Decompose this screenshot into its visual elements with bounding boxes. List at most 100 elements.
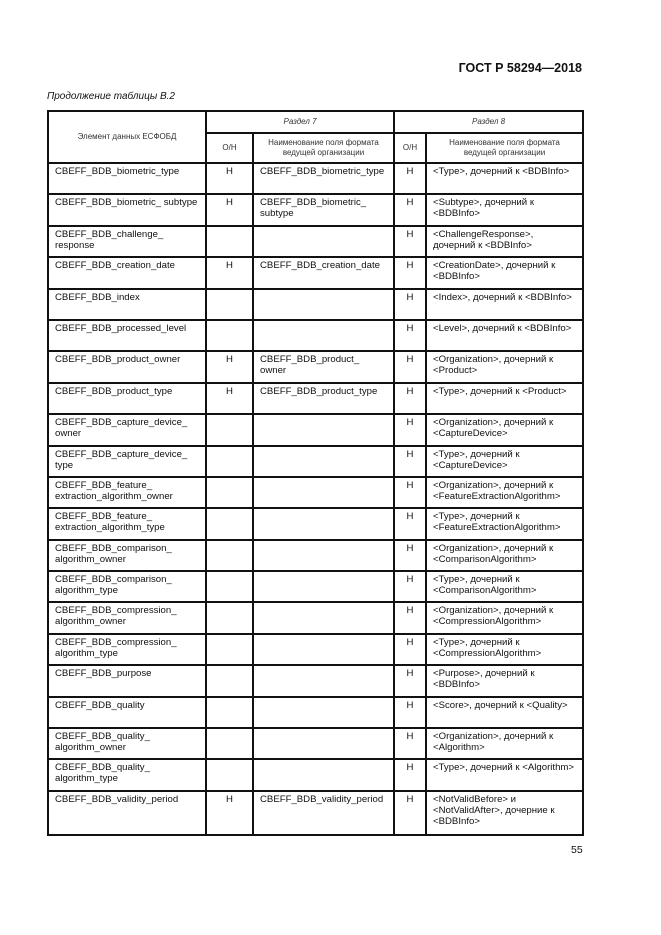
on8-cell: Н	[393, 318, 427, 353]
table-row: CBEFF_BDB_feature_ extraction_algorithm_…	[47, 507, 584, 541]
on7-cell: Н	[205, 789, 254, 836]
name7-cell: CBEFF_BDB_biometric_ subtype	[252, 193, 395, 227]
table-row: CBEFF_BDB_product_type Н CBEFF_BDB_product…	[47, 381, 584, 416]
page-number: 55	[571, 844, 583, 856]
name7-cell	[252, 444, 395, 478]
header-section8: Раздел 8	[393, 110, 584, 134]
name7-cell	[252, 224, 395, 259]
element-cell: CBEFF_BDB_quality_ algorithm_type	[47, 758, 207, 792]
name8-cell: <Type>, дочерний к <BDBInfo>	[425, 161, 584, 196]
name7-cell	[252, 758, 395, 792]
header-name-7: Наименование поля формата ведущей органи…	[252, 132, 395, 164]
name8-cell: <Level>, дочерний к <BDBInfo>	[425, 318, 584, 353]
element-cell: CBEFF_BDB_processed_level	[47, 318, 207, 353]
table-row: CBEFF_BDB_biometric_type Н CBEFF_BDB_biome…	[47, 161, 584, 196]
element-cell: CBEFF_BDB_feature_ extraction_algorithm_…	[47, 507, 207, 541]
element-cell: CBEFF_BDB_compression_ algorithm_owner	[47, 601, 207, 635]
element-cell: CBEFF_BDB_product_type	[47, 381, 207, 416]
table-row: CBEFF_BDB_comparison_ algorithm_owner Н <O…	[47, 538, 584, 573]
name7-cell	[252, 664, 395, 698]
table-row: CBEFF_BDB_validity_period Н CBEFF_BDB_vali…	[47, 789, 584, 836]
name7-cell: CBEFF_BDB_product_type	[252, 381, 395, 416]
table-row: CBEFF_BDB_creation_date Н CBEFF_BDB_creati…	[47, 256, 584, 290]
header-on-7: О/Н	[205, 132, 254, 164]
name8-cell: <Type>, дочерний к <CompressionAlgorithm…	[425, 632, 584, 667]
element-cell: CBEFF_BDB_product_owner	[47, 350, 207, 384]
element-cell: CBEFF_BDB_creation_date	[47, 256, 207, 290]
on7-cell	[205, 318, 254, 353]
name7-cell: CBEFF_BDB_product_ owner	[252, 350, 395, 384]
name7-cell: CBEFF_BDB_creation_date	[252, 256, 395, 290]
element-cell: CBEFF_BDB_compression_ algorithm_type	[47, 632, 207, 667]
on8-cell: Н	[393, 256, 427, 290]
on7-cell	[205, 224, 254, 259]
on7-cell	[205, 695, 254, 730]
on7-cell	[205, 538, 254, 573]
element-cell: CBEFF_BDB_comparison_ algorithm_type	[47, 570, 207, 604]
table-row: CBEFF_BDB_purpose Н <Purpose>, дочерний к …	[47, 664, 584, 698]
on7-cell	[205, 444, 254, 478]
on7-cell	[205, 287, 254, 321]
name7-cell: CBEFF_BDB_validity_period	[252, 789, 395, 836]
on8-cell: Н	[393, 789, 427, 836]
on7-cell: Н	[205, 381, 254, 416]
on7-cell: Н	[205, 161, 254, 196]
table-row: CBEFF_BDB_compression_ algorithm_owner Н <…	[47, 601, 584, 635]
on7-cell	[205, 413, 254, 447]
name8-cell: <Subtype>, дочерний к <BDBInfo>	[425, 193, 584, 227]
element-cell: CBEFF_BDB_quality	[47, 695, 207, 730]
header-on-8: О/Н	[393, 132, 427, 164]
on8-cell: Н	[393, 570, 427, 604]
name8-cell: <Index>, дочерний к <BDBInfo>	[425, 287, 584, 321]
element-cell: CBEFF_BDB_quality_ algorithm_owner	[47, 727, 207, 761]
name7-cell	[252, 287, 395, 321]
name8-cell: <Organization>, дочерний к <CompressionA…	[425, 601, 584, 635]
on7-cell	[205, 507, 254, 541]
table-row: CBEFF_BDB_capture_device_ owner Н <Organiz…	[47, 413, 584, 447]
name8-cell: <Type>, дочерний к <Algorithm>	[425, 758, 584, 792]
name8-cell: <CreationDate>, дочерний к <BDBInfo>	[425, 256, 584, 290]
on8-cell: Н	[393, 413, 427, 447]
table-row: CBEFF_BDB_comparison_ algorithm_type Н <Ty…	[47, 570, 584, 604]
on8-cell: Н	[393, 287, 427, 321]
element-cell: CBEFF_BDB_capture_device_ owner	[47, 413, 207, 447]
on8-cell: Н	[393, 507, 427, 541]
name8-cell: <Type>, дочерний к <Product>	[425, 381, 584, 416]
on8-cell: Н	[393, 350, 427, 384]
table-row: CBEFF_BDB_compression_ algorithm_type Н <T…	[47, 632, 584, 667]
name8-cell: <Organization>, дочерний к <ComparisonAl…	[425, 538, 584, 573]
on8-cell: Н	[393, 758, 427, 792]
on7-cell	[205, 632, 254, 667]
name8-cell: <Score>, дочерний к <Quality>	[425, 695, 584, 730]
table-row: CBEFF_BDB_quality_ algorithm_owner Н <Orga…	[47, 727, 584, 761]
name7-cell	[252, 507, 395, 541]
table-row: CBEFF_BDB_challenge_ response Н <Challenge…	[47, 224, 584, 259]
table-row: CBEFF_BDB_index Н <Index>, дочерний к <BDB…	[47, 287, 584, 321]
on7-cell: Н	[205, 256, 254, 290]
on7-cell	[205, 727, 254, 761]
element-cell: CBEFF_BDB_comparison_ algorithm_owner	[47, 538, 207, 573]
on8-cell: Н	[393, 538, 427, 573]
name8-cell: <Type>, дочерний к <ComparisonAlgorithm>	[425, 570, 584, 604]
on7-cell	[205, 475, 254, 510]
name7-cell	[252, 538, 395, 573]
name8-cell: <Organization>, дочерний к <Algorithm>	[425, 727, 584, 761]
table-row: CBEFF_BDB_quality_ algorithm_type Н <Type>…	[47, 758, 584, 792]
on8-cell: Н	[393, 727, 427, 761]
name7-cell	[252, 318, 395, 353]
name7-cell	[252, 413, 395, 447]
on8-cell: Н	[393, 695, 427, 730]
table-row: CBEFF_BDB_product_owner Н CBEFF_BDB_produc…	[47, 350, 584, 384]
table-row: CBEFF_BDB_quality Н <Score>, дочерний к <Q…	[47, 695, 584, 730]
name7-cell	[252, 570, 395, 604]
on8-cell: Н	[393, 161, 427, 196]
element-cell: CBEFF_BDB_challenge_ response	[47, 224, 207, 259]
name8-cell: <Organization>, дочерний к <FeatureExtra…	[425, 475, 584, 510]
data-table: Элемент данных ЕСФОБД Раздел 7 Раздел 8 …	[47, 110, 584, 836]
on7-cell	[205, 601, 254, 635]
table-row: CBEFF_BDB_processed_level Н <Level>, дочер…	[47, 318, 584, 353]
on7-cell	[205, 664, 254, 698]
element-cell: CBEFF_BDB_validity_period	[47, 789, 207, 836]
on8-cell: Н	[393, 444, 427, 478]
name7-cell	[252, 601, 395, 635]
